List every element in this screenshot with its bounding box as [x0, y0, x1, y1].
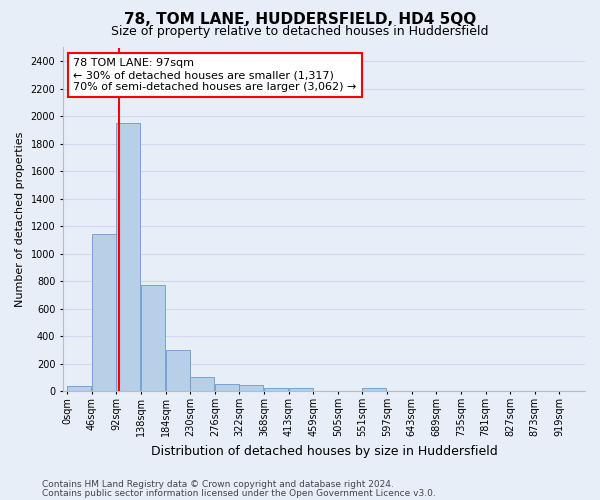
Bar — [166, 350, 190, 391]
Bar — [264, 388, 288, 391]
Bar — [190, 378, 214, 391]
Bar — [239, 386, 263, 391]
X-axis label: Distribution of detached houses by size in Huddersfield: Distribution of detached houses by size … — [151, 444, 497, 458]
Bar — [362, 388, 386, 391]
Bar — [116, 123, 140, 391]
Y-axis label: Number of detached properties: Number of detached properties — [15, 132, 25, 307]
Bar — [141, 286, 165, 391]
Bar — [92, 234, 116, 391]
Bar — [67, 386, 91, 391]
Bar — [289, 388, 313, 391]
Text: Contains public sector information licensed under the Open Government Licence v3: Contains public sector information licen… — [42, 488, 436, 498]
Text: 78, TOM LANE, HUDDERSFIELD, HD4 5QQ: 78, TOM LANE, HUDDERSFIELD, HD4 5QQ — [124, 12, 476, 28]
Text: 78 TOM LANE: 97sqm
← 30% of detached houses are smaller (1,317)
70% of semi-deta: 78 TOM LANE: 97sqm ← 30% of detached hou… — [73, 58, 356, 92]
Text: Contains HM Land Registry data © Crown copyright and database right 2024.: Contains HM Land Registry data © Crown c… — [42, 480, 394, 489]
Text: Size of property relative to detached houses in Huddersfield: Size of property relative to detached ho… — [111, 25, 489, 38]
Bar — [215, 384, 239, 391]
